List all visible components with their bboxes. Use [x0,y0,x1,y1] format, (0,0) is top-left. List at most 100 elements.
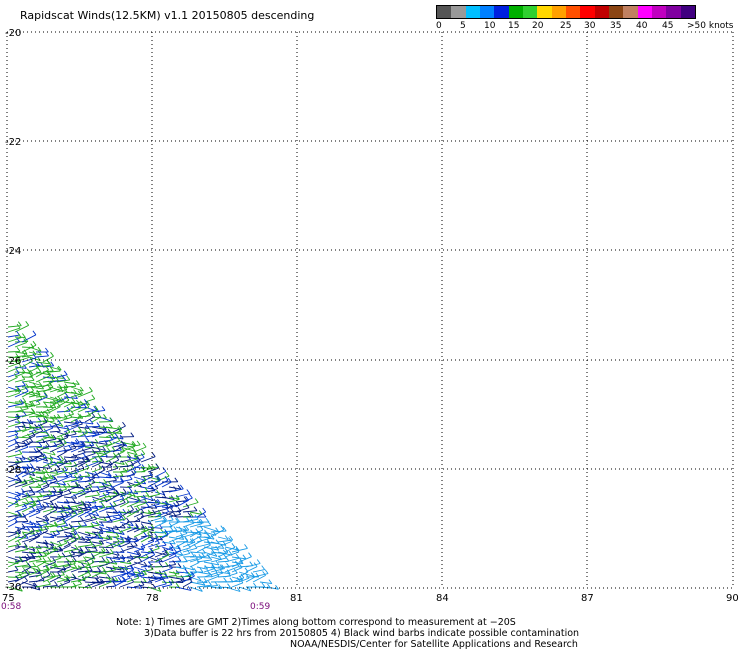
wind-barb-flag [66,406,71,412]
wind-barb-flag [79,389,83,394]
wind-barb [49,468,61,473]
wind-barb [168,498,180,503]
wind-barb-flag [63,385,68,390]
wind-barb-flag [107,574,111,579]
colorbar-label: 10 [484,21,496,31]
wind-barb [140,456,156,463]
wind-barb-flag [57,572,62,577]
wind-barb-flag [134,454,139,460]
wind-barb-flag [49,404,54,409]
wind-barb [182,518,199,523]
wind-barb-flag [66,577,71,583]
wind-barb-flag [30,552,35,558]
wind-barb [14,324,29,333]
wind-barb [154,544,167,548]
wind-barb [91,416,102,423]
wind-barb [28,356,41,362]
wind-barb [140,586,156,589]
wind-barb-flag [72,443,77,449]
colorbar-segment [451,6,466,18]
wind-barb [56,581,71,588]
wind-barb-flag [63,466,68,471]
wind-barb [133,512,144,518]
wind-barb [63,471,79,478]
wind-barb-flag [231,543,236,548]
colorbar-label: 5 [460,21,466,31]
wind-barb [56,379,70,383]
wind-barb-flag [81,442,85,447]
wind-barb-flag [32,582,37,588]
wind-barb-flag [183,526,188,531]
wind-barb-flag [101,556,106,562]
wind-barb [84,409,99,418]
wind-barb-flag [19,457,24,462]
wind-barb [98,493,110,498]
wind-barb-flag [38,551,43,557]
wind-barb-flag [54,562,59,568]
wind-barb-flag [136,505,141,511]
wind-barb [77,406,90,413]
wind-barb [7,422,21,428]
wind-barb [182,571,198,578]
wind-barb-flag [101,546,106,552]
wind-barb-flag [109,557,114,563]
wind-barb-flag [154,533,159,538]
colorbar-segment [551,6,566,18]
wind-barb-flag [79,516,84,522]
wind-barb [126,483,140,488]
wind-barb [91,426,107,431]
wind-barb-flag [185,496,189,501]
wind-barb [70,583,82,588]
wind-barb [63,425,79,433]
wind-barb-flag [100,457,104,462]
wind-barb [140,496,154,502]
wind-barb [154,521,167,528]
wind-barb [28,398,43,403]
wind-barb [77,501,92,506]
wind-barb-flag [67,505,72,510]
wind-barb-flag [94,405,99,411]
wind-barb-flag [67,489,72,494]
wind-barb [119,577,131,583]
wind-barb [42,478,56,483]
wind-barb-flag [96,490,100,496]
wind-barb [35,477,51,483]
wind-barb-flag [117,513,122,518]
wind-barb [98,526,115,533]
wind-barb-flag [90,553,95,558]
wind-barb-flag [201,552,205,557]
wind-barb-flag [32,568,37,573]
wind-barb [49,574,65,578]
wind-barb-flag [32,330,37,336]
wind-barb [49,436,64,441]
wind-barb [49,522,66,528]
wind-barb-flag [60,441,65,446]
wind-barb-flag [149,530,153,536]
wind-barb-flag [155,463,160,469]
wind-barb-flag [189,493,193,499]
wind-barb [196,537,212,543]
colorbar-segment [651,6,667,18]
wind-barb-flag [188,575,192,580]
wind-barb-flag [30,386,34,391]
wind-barb [147,526,163,529]
wind-barb-flag [142,475,147,481]
colorbar-segment [508,6,523,18]
wind-barb [112,482,124,488]
lon-label: 81 [290,593,303,604]
wind-barb [7,576,23,579]
wind-barb-flag [164,530,169,535]
wind-barb-flag [116,436,121,441]
wind-barb-flag [25,492,30,498]
wind-barb-flag [38,442,43,447]
wind-barb-flag [197,576,202,582]
wind-barb [98,538,111,543]
wind-barb [77,401,90,406]
wind-barb-flag [22,397,27,403]
wind-barb-flag [215,539,220,544]
wind-barb-flag [78,522,82,527]
wind-barb-flag [235,547,240,553]
wind-barb-flag [128,491,133,496]
wind-barb [140,476,153,483]
wind-barb-flag [175,518,179,523]
